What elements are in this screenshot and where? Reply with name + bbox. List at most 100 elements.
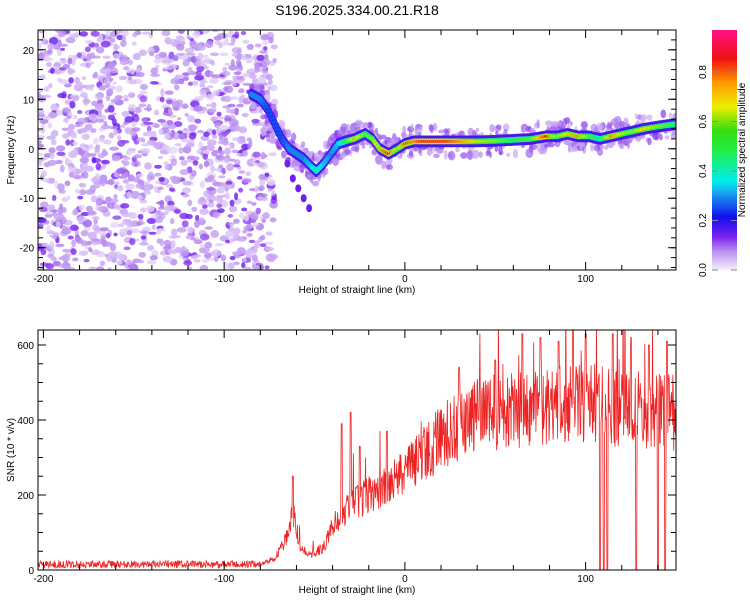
noise-blob	[227, 42, 236, 46]
noise-blob	[217, 140, 228, 145]
noise-blob	[102, 55, 111, 59]
noise-blob	[71, 239, 76, 248]
noise-blob	[61, 127, 70, 131]
noise-blob	[131, 41, 137, 46]
noise-blob	[199, 180, 205, 189]
noise-blob	[264, 241, 274, 245]
noise-blob	[157, 155, 164, 160]
noise-blob	[41, 170, 47, 178]
ridge-halo-blob	[374, 154, 383, 165]
noise-blob	[237, 89, 245, 94]
noise-blob	[197, 59, 203, 67]
noise-blob	[130, 68, 136, 75]
noise-blob	[113, 98, 118, 102]
noise-blob	[104, 108, 109, 113]
noise-blob	[126, 68, 131, 74]
noise-blob	[117, 185, 124, 192]
noise-blob	[236, 75, 243, 80]
noise-blob	[120, 54, 129, 62]
noise-blob	[239, 136, 246, 140]
noise-blob	[38, 42, 42, 49]
y-tick-label: 0	[28, 566, 34, 577]
noise-blob	[174, 208, 181, 214]
noise-blob	[143, 107, 153, 111]
noise-blob	[256, 54, 265, 62]
noise-blob	[201, 259, 210, 263]
noise-blob	[203, 131, 210, 137]
noise-blob	[233, 261, 240, 266]
noise-blob	[91, 216, 100, 220]
noise-blob	[150, 73, 160, 78]
noise-blob	[129, 237, 136, 246]
noise-blob	[246, 232, 253, 237]
noise-blob	[90, 177, 98, 182]
ridge-halo-blob	[547, 142, 555, 148]
noise-blob	[251, 254, 258, 262]
noise-blob	[246, 137, 252, 142]
noise-blob	[186, 35, 191, 40]
ridge-halo-blob	[326, 142, 331, 149]
noise-blob	[235, 152, 243, 157]
noise-blob	[223, 157, 230, 164]
ridge-halo-blob	[290, 132, 297, 142]
noise-blob	[193, 254, 202, 258]
noise-blob	[199, 89, 207, 96]
noise-blob	[158, 51, 167, 58]
noise-blob	[141, 142, 150, 147]
noise-blob	[38, 140, 43, 145]
ridge-halo-blob	[249, 103, 258, 110]
noise-blob	[171, 176, 178, 182]
noise-blob	[176, 43, 185, 51]
noise-blob	[156, 209, 161, 215]
ridge-core	[265, 107, 270, 111]
ridge-halo-blob	[525, 148, 534, 159]
noise-blob	[48, 83, 53, 89]
noise-blob	[210, 62, 216, 66]
noise-blob	[87, 210, 96, 215]
figure-title: S196.2025.334.00.21.R18	[275, 2, 439, 18]
noise-blob	[238, 187, 244, 193]
noise-blob	[100, 178, 106, 187]
noise-blob	[225, 180, 233, 185]
noise-blob	[107, 114, 116, 121]
ridge-halo-blob	[301, 141, 306, 148]
ridge-halo-blob	[579, 143, 584, 151]
ridge-branch-blob	[306, 204, 313, 213]
noise-blob	[194, 42, 203, 51]
colorbar-gradient	[712, 30, 737, 270]
noise-blob	[236, 247, 245, 256]
noise-blob	[113, 128, 118, 136]
noise-blob	[99, 134, 106, 139]
noise-blob	[168, 146, 178, 154]
noise-blob	[228, 64, 238, 71]
noise-blob	[93, 42, 100, 48]
noise-blob	[148, 171, 154, 177]
noise-blob	[67, 123, 76, 131]
noise-blob	[38, 217, 47, 224]
noise-blob	[199, 83, 206, 88]
ridge-halo-blob	[438, 129, 444, 134]
noise-blob	[131, 127, 141, 132]
noise-blob	[181, 220, 189, 228]
ridge-halo-blob	[604, 145, 608, 150]
noise-blob	[264, 265, 270, 270]
noise-blob	[191, 206, 198, 212]
noise-blob	[141, 31, 152, 35]
noise-blob	[181, 72, 191, 76]
ridge-halo-blob	[647, 137, 652, 146]
ridge-halo-blob	[672, 129, 676, 137]
noise-blob	[175, 35, 185, 41]
noise-blob	[122, 160, 130, 166]
noise-blob	[59, 164, 65, 173]
ridge-halo-blob	[564, 117, 571, 125]
noise-blob	[159, 96, 165, 103]
noise-blob	[184, 47, 195, 54]
noise-blob	[140, 207, 147, 213]
noise-blob	[216, 187, 225, 194]
noise-blob	[231, 47, 241, 54]
ridge-halo-blob	[408, 150, 414, 157]
noise-blob	[195, 214, 200, 222]
noise-blob	[151, 224, 157, 230]
colorbar-ticks: 0.0 0.2 0.4 0.6 0.8	[698, 65, 737, 277]
noise-blob	[217, 125, 228, 132]
